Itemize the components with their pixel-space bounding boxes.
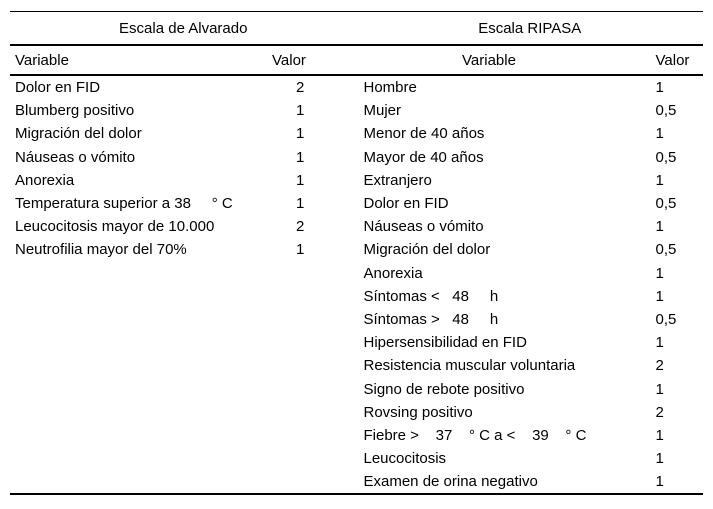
alvarado-variable-cell: Temperatura superior a 38 ° C xyxy=(15,195,233,213)
ripasa-valor-cell: 1 xyxy=(655,450,664,468)
ripasa-variable-cell: Migración del dolor xyxy=(363,241,491,259)
ripasa-variable-cell: Extranjero xyxy=(363,171,432,189)
ripasa-valor-cell: 1 xyxy=(655,125,664,143)
ripasa-variable-cell: Anorexia xyxy=(363,264,423,282)
ripasa-valor-cell: 0,5 xyxy=(655,310,677,328)
ripasa-variable-cell: Menor de 40 años xyxy=(363,125,485,143)
ripasa-valor-cell: 0,5 xyxy=(655,241,677,259)
ripasa-valor-cell: 1 xyxy=(655,287,664,305)
ripasa-variable-cell: Resistencia muscular voluntaria xyxy=(363,357,576,375)
alvarado-valor-cell: 2 xyxy=(296,218,305,236)
alvarado-variable-cell: Anorexia xyxy=(15,171,75,189)
table-row: Síntomas > 48 h 0,5 xyxy=(10,308,703,331)
ripasa-variable-cell: Síntomas < 48 h xyxy=(363,287,499,305)
ripasa-valor-header: Valor xyxy=(655,51,690,69)
ripasa-valor-cell: 0,5 xyxy=(655,148,677,166)
ripasa-valor-cell: 1 xyxy=(655,426,664,444)
ripasa-variable-cell: Síntomas > 48 h xyxy=(363,310,499,328)
alvarado-valor-cell: 1 xyxy=(296,195,305,213)
alvarado-valor-header: Valor xyxy=(272,51,306,69)
ripasa-variable-cell: Rovsing positivo xyxy=(363,403,473,421)
ripasa-valor-cell: 0,5 xyxy=(655,102,677,120)
ripasa-variable-cell: Signo de rebote positivo xyxy=(363,380,525,398)
alvarado-valor-cell: 1 xyxy=(296,125,305,143)
ripasa-variable-cell: Mujer xyxy=(363,102,402,120)
comparison-table: Escala de Alvarado Escala RIPASA Variabl… xyxy=(10,11,703,496)
group-header-row: Escala de Alvarado Escala RIPASA xyxy=(10,12,703,46)
table-body: Dolor en FID 2 Hombre 1 Blumberg positivo 1 Mu… xyxy=(10,76,703,493)
table-row: Neutrofilia mayor del 70% 1 Migración del … xyxy=(10,238,703,261)
ripasa-variable-cell: Dolor en FID xyxy=(363,195,449,213)
alvarado-variable-cell: Migración del dolor xyxy=(15,125,142,143)
column-header-row: Variable Valor Variable Valor xyxy=(10,46,703,76)
alvarado-valor-cell: 1 xyxy=(296,148,305,166)
alvarado-variable-cell: Náuseas o vómito xyxy=(15,148,136,166)
table-row: Fiebre > 37 ° C a < 39 ° C 1 xyxy=(10,424,703,447)
table-row: Náuseas o vómito 1 Mayor de 40 años 0,5 xyxy=(10,146,703,169)
ripasa-variable-cell: Hombre xyxy=(363,79,417,97)
table-row: Temperatura superior a 38 ° C 1 Dolor en F… xyxy=(10,192,703,215)
ripasa-variable-cell: Mayor de 40 años xyxy=(363,148,484,166)
table-row: Leucocitosis mayor de 10.000 2 Náuseas o v… xyxy=(10,215,703,238)
alvarado-valor-cell: 1 xyxy=(296,102,305,120)
alvarado-variable-header: Variable xyxy=(15,51,69,69)
table-row: Hipersensibilidad en FID 1 xyxy=(10,331,703,354)
table-row: Anorexia 1 Extranjero 1 xyxy=(10,169,703,192)
ripasa-valor-cell: 2 xyxy=(655,357,664,375)
table-row: Anorexia 1 xyxy=(10,262,703,285)
ripasa-variable-cell: Náuseas o vómito xyxy=(363,218,484,236)
table-row: Examen de orina negativo 1 xyxy=(10,470,703,493)
ripasa-title: Escala RIPASA xyxy=(478,19,582,37)
ripasa-valor-cell: 1 xyxy=(655,380,664,398)
alvarado-variable-cell: Neutrofilia mayor del 70% xyxy=(15,241,187,259)
ripasa-valor-cell: 0,5 xyxy=(655,195,677,213)
ripasa-valor-cell: 1 xyxy=(655,264,664,282)
alvarado-valor-cell: 1 xyxy=(296,241,305,259)
table-row: Síntomas < 48 h 1 xyxy=(10,285,703,308)
ripasa-variable-header: Variable xyxy=(462,51,516,69)
alvarado-variable-cell: Blumberg positivo xyxy=(15,102,135,120)
ripasa-variable-cell: Examen de orina negativo xyxy=(363,473,538,491)
table-row: Leucocitosis 1 xyxy=(10,447,703,470)
ripasa-valor-cell: 1 xyxy=(655,334,664,352)
ripasa-valor-cell: 1 xyxy=(655,171,664,189)
ripasa-valor-cell: 1 xyxy=(655,473,664,491)
table-row: Blumberg positivo 1 Mujer 0,5 xyxy=(10,99,703,122)
ripasa-variable-cell: Leucocitosis xyxy=(363,450,447,468)
table-row: Rovsing positivo 2 xyxy=(10,401,703,424)
alvarado-variable-cell: Leucocitosis mayor de 10.000 xyxy=(15,218,215,236)
ripasa-variable-cell: Hipersensibilidad en FID xyxy=(363,334,527,352)
table-row: Resistencia muscular voluntaria 2 xyxy=(10,354,703,377)
alvarado-valor-cell: 2 xyxy=(296,79,305,97)
ripasa-valor-cell: 2 xyxy=(655,403,664,421)
table-row: Migración del dolor 1 Menor de 40 años 1 xyxy=(10,122,703,145)
table-row: Signo de rebote positivo 1 xyxy=(10,377,703,400)
ripasa-valor-cell: 1 xyxy=(655,218,664,236)
alvarado-variable-cell: Dolor en FID xyxy=(15,79,101,97)
alvarado-valor-cell: 1 xyxy=(296,171,305,189)
ripasa-variable-cell: Fiebre > 37 ° C a < 39 ° C xyxy=(363,426,587,444)
table-row: Dolor en FID 2 Hombre 1 xyxy=(10,76,703,99)
ripasa-valor-cell: 1 xyxy=(655,79,664,97)
alvarado-title: Escala de Alvarado xyxy=(119,19,248,37)
